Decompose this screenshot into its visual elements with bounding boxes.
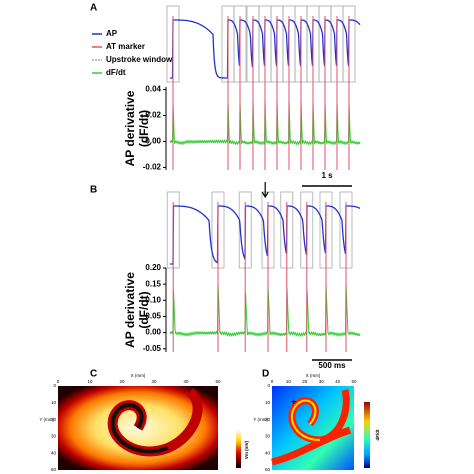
wavefront-core (290, 399, 321, 441)
y-tick-label: 40 (51, 450, 57, 455)
x-tick-label: 50 (215, 379, 221, 384)
x-tick-label: 40 (335, 379, 341, 384)
y-tick-label: 50 (265, 467, 271, 472)
ap-trace (170, 205, 361, 265)
x-tick-label: 30 (151, 379, 157, 384)
y-tick-label: 0 (53, 383, 56, 388)
y-tick-label: 20 (51, 417, 57, 422)
legend-label: AT marker (106, 42, 145, 51)
y-tick-label: 40 (265, 450, 271, 455)
x-tick-label: 10 (87, 379, 93, 384)
cross: + (291, 396, 296, 406)
x-tick-label: 40 (183, 379, 189, 384)
panel-label: C (90, 369, 97, 380)
x-tick-label: 50 (351, 379, 357, 384)
colorbar (364, 402, 370, 468)
y-tick-label: 0.10 (145, 295, 161, 304)
y-axis-label: Y (mm) (39, 417, 54, 422)
y-tick-label: 0.00 (145, 137, 161, 146)
x-tick-label: 20 (302, 379, 308, 384)
spiral-core (110, 403, 169, 454)
y-tick-label: 0.02 (145, 111, 161, 120)
legend-label: dF/dt (106, 68, 126, 77)
x-tick-label: 30 (319, 379, 325, 384)
panel-label: B (90, 185, 97, 196)
x-tick-label: 20 (119, 379, 125, 384)
arrow (261, 182, 269, 199)
y-tick-label: 50 (51, 467, 57, 472)
dfdt-trace (169, 282, 361, 338)
x-axis-label: X (mm) (306, 373, 321, 378)
y-axis-label: AP derivative(dF/dt) (123, 90, 151, 166)
y-tick-label: 0.20 (145, 263, 161, 272)
y-tick-label: 0 (267, 383, 270, 388)
y-axis-label: Y (mm) (253, 417, 268, 422)
y-tick-label: 10 (265, 400, 271, 405)
y-tick-label: 0.15 (145, 279, 161, 288)
x-tick-label: 0 (57, 379, 60, 384)
legend-label: Upstroke window (106, 55, 173, 64)
scale-bar-label: 1 s (321, 171, 333, 180)
panel-label: A (90, 3, 97, 14)
panel-label: D (262, 369, 269, 380)
y-tick-label: 0.00 (145, 328, 161, 337)
y-tick-label: -0.05 (143, 344, 162, 353)
x-tick-label: 10 (286, 379, 292, 384)
x-tick-label: 0 (271, 379, 274, 384)
y-tick-label: -0.02 (143, 163, 162, 172)
colorbar (236, 430, 241, 468)
colorbar-label: dF/dt (375, 429, 380, 440)
y-tick-label: 30 (265, 434, 271, 439)
scale-bar-label: 500 ms (318, 361, 346, 370)
maps: + (58, 386, 370, 470)
y-tick-label: 30 (51, 434, 57, 439)
y-tick-label: 10 (51, 400, 57, 405)
y-tick-label: 0.05 (145, 312, 161, 321)
y-axis-label: AP derivative(dF/dt) (123, 272, 151, 348)
colorbar-label: Vm (mV) (244, 440, 249, 459)
y-tick-label: 20 (265, 417, 271, 422)
y-tick-label: 0.04 (145, 85, 161, 94)
x-axis-label: X (mm) (131, 373, 146, 378)
legend-label: AP (106, 29, 118, 38)
